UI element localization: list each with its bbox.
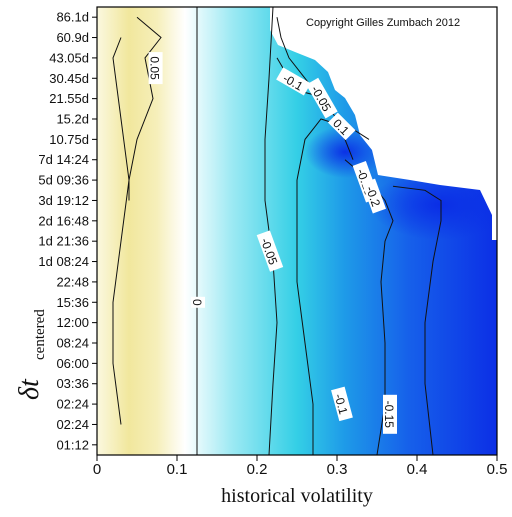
contour-label: 0 [190,296,205,308]
y-tick-label: 12:00 [56,315,89,330]
contour-label-bg [327,112,356,141]
y-tick-label: 10.75d [49,132,89,147]
contour-label-bg [256,230,284,272]
contour-label-bg [306,77,338,119]
contour-line [112,37,130,425]
x-tick-label: 0.1 [167,461,188,478]
y-tick-label: 3d 19:12 [38,193,89,208]
y-axis-title-sub: centered [32,309,48,360]
y-tick-label: 02:24 [56,417,89,432]
y-tick-label: 7d 14:24 [38,152,89,167]
y-tick-label: 21.55d [49,91,89,106]
contour-label: 0.05 [148,52,163,85]
y-tick-label: 22:48 [56,274,89,289]
y-tick-label: 2d 16:48 [38,213,89,228]
contour-label: -0.2 [361,178,386,214]
contour-label: -0.15 [382,394,397,434]
y-tick-label: 60.9d [56,30,89,45]
contour-line [392,185,442,455]
y-tick-label: 02:24 [56,397,89,412]
x-axis: 0 0.1 0.2 0.3 0.4 0.5 [93,455,508,478]
y-axis-title: δt centered [14,309,48,400]
y-tick-label: 06:00 [56,356,89,371]
copyright-text: Copyright Gilles Zumbach 2012 [306,17,460,29]
no-data-region [270,7,497,240]
y-tick-label: 15:36 [56,295,89,310]
contour-label-bg [361,178,386,214]
y-tick-label: 5d 09:36 [38,173,89,188]
y-tick-label: 43.05d [49,50,89,65]
x-tick-label: 0 [93,461,101,478]
contour-label-text: -0.2 [363,184,383,209]
contour-label-bg [276,67,311,96]
contour-label-text: -0.1 [332,392,351,416]
y-tick-label: 03:36 [56,376,89,391]
contour-label-bg [191,296,205,308]
x-axis-title: historical volatility [221,485,373,507]
contour-label-bg [331,386,353,422]
contour-label-text: 0.05 [148,56,162,80]
contour-label-bg [148,52,163,85]
contour-label-bg [383,394,397,434]
plot-frame [96,6,498,456]
contour-line [128,16,162,201]
y-tick-label: 86.1d [56,10,89,25]
y-tick-label: 1d 08:24 [38,254,89,269]
y-axis: 86.1d 60.9d 43.05d 30.45d 21.55d 15.2d 10.75d 7… [38,10,97,452]
y-tick-label: 15.2d [56,112,89,127]
y-tick-label: 01:12 [56,437,89,452]
contour-label-text: -0.15 [382,401,396,429]
y-tick-label: 08:24 [56,336,89,351]
x-tick-label: 0.5 [487,461,508,478]
x-tick-label: 0.2 [247,461,268,478]
contour-label-text: 0 [190,299,204,306]
x-tick-label: 0.4 [407,461,428,478]
contour-label: -0.1 [331,386,353,422]
y-tick-label: 1d 21:36 [38,234,89,249]
plot-area: 0.05-0.1-0.050.10-0.05-0.15-0.2-0.1 -0.15… [97,7,497,455]
x-tick-label: 0.3 [327,461,348,478]
y-axis-title-main: δt [14,378,45,400]
y-tick-label: 30.45d [49,71,89,86]
